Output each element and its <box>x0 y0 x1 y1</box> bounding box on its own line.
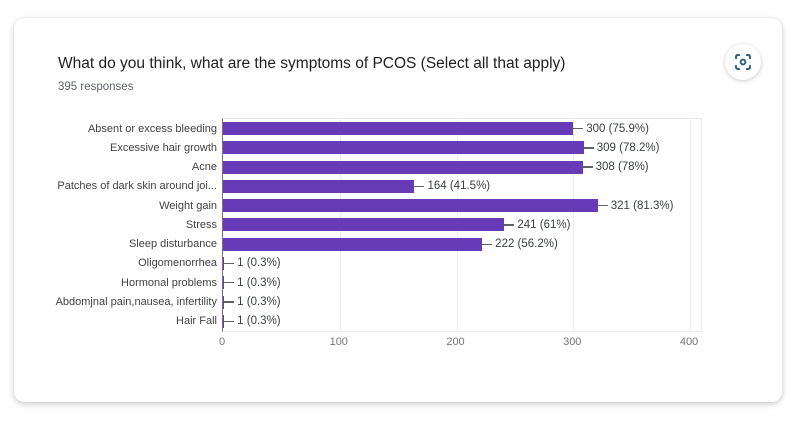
callout-line <box>414 185 425 188</box>
category-label: Sleep disturbance <box>128 238 217 251</box>
category-label: Abdomjnal pain,nausea, infertility <box>55 296 217 309</box>
callout-line <box>583 147 594 149</box>
response-card: What do you think, what are the symptoms… <box>14 18 782 402</box>
bar <box>223 160 583 174</box>
bar <box>223 199 598 213</box>
callout-line <box>504 224 515 226</box>
bar-row: Stress 241 (61%) <box>186 215 701 234</box>
x-tick-label: 400 <box>679 336 699 348</box>
value-callout: 309 (78.2%) <box>583 141 660 154</box>
value-callout: 321 (81.3%) <box>597 199 674 212</box>
callout-line <box>224 320 235 322</box>
callout-line <box>482 243 493 245</box>
bar-row: Hormonal problems 1 (0.3%) <box>121 273 701 292</box>
category-label: Hair Fall <box>176 315 217 328</box>
value-callout: 222 (56.2%) <box>482 238 558 250</box>
value-callout: 164 (41.5%) <box>414 180 490 192</box>
bar <box>223 237 483 251</box>
bar <box>223 256 225 270</box>
bar-row: Patches of dark skin around joi... 164 (4… <box>57 177 701 196</box>
bar-row: Absent or excess bleeding 300 (75.9%) <box>88 119 701 138</box>
x-tick-label: 0 <box>218 336 226 348</box>
value-callout: 1 (0.3%) <box>224 315 281 328</box>
value-label: 321 (81.3%) <box>610 199 674 212</box>
value-label: 241 (61%) <box>517 218 571 231</box>
callout-line <box>573 127 584 130</box>
category-label: Stress <box>185 218 217 231</box>
plot-area: Absent or excess bleeding 300 (75.9%) Exce… <box>56 119 701 331</box>
x-tick-label: 200 <box>446 336 465 348</box>
category-label: Excessive hair growth <box>110 141 217 154</box>
category-label: Weight gain <box>159 199 217 212</box>
bar <box>223 314 225 328</box>
value-callout: 1 (0.3%) <box>224 257 281 270</box>
value-label: 309 (78.2%) <box>596 141 660 154</box>
category-label: Patches of dark skin around joi... <box>57 180 217 193</box>
bar-row: Abdomjnal pain,nausea, infertility 1 (0.3… <box>56 292 701 311</box>
bar-row: Oligomenorrhea 1 (0.3%) <box>138 254 701 273</box>
response-count: 395 responses <box>58 81 134 93</box>
bar <box>223 276 225 290</box>
value-label: 164 (41.5%) <box>427 180 491 193</box>
value-label: 1 (0.3%) <box>237 257 281 270</box>
value-label: 1 (0.3%) <box>237 276 281 289</box>
callout-line <box>582 166 593 168</box>
value-callout: 300 (75.9%) <box>573 123 649 135</box>
callout-line <box>224 301 235 303</box>
question-title: What do you think, what are the symptoms… <box>58 55 566 72</box>
bar <box>223 179 415 193</box>
value-callout: 308 (78%) <box>582 161 649 174</box>
value-callout: 1 (0.3%) <box>224 276 281 289</box>
x-tick-label: 300 <box>563 336 582 348</box>
value-label: 300 (75.9%) <box>586 122 649 135</box>
scan-focus-icon <box>733 52 753 72</box>
value-label: 222 (56.2%) <box>495 238 558 251</box>
callout-line <box>224 262 235 265</box>
bar-row: Sleep disturbance 222 (56.2%) <box>129 235 701 254</box>
bar <box>223 141 584 155</box>
value-label: 1 (0.3%) <box>237 315 281 328</box>
x-tick-label: 100 <box>329 336 348 348</box>
visual-search-button[interactable] <box>725 44 761 80</box>
bar-row: Acne 308 (78%) <box>192 158 701 177</box>
gridline <box>573 119 575 331</box>
category-label: Acne <box>191 161 217 174</box>
x-axis: 0 100 200 300 400 <box>218 336 700 352</box>
bar-row: Hair Fall 1 (0.3%) <box>176 312 701 331</box>
callout-line <box>597 204 608 207</box>
gridline <box>690 119 691 331</box>
bar <box>223 218 505 232</box>
value-callout: 241 (61%) <box>504 219 570 231</box>
bar-row: Weight gain 321 (81.3%) <box>159 196 701 215</box>
bar-chart: Absent or excess bleeding 300 (75.9%) Exce… <box>56 118 702 332</box>
bar-row: Excessive hair growth 309 (78.2%) <box>110 138 701 157</box>
bar <box>223 122 574 136</box>
category-label: Hormonal problems <box>121 276 217 289</box>
callout-line <box>224 282 235 284</box>
value-label: 308 (78%) <box>595 161 649 174</box>
bar <box>223 295 225 309</box>
value-callout: 1 (0.3%) <box>224 296 281 309</box>
category-label: Absent or excess bleeding <box>87 122 217 135</box>
category-label: Oligomenorrhea <box>138 257 217 270</box>
value-label: 1 (0.3%) <box>237 296 281 309</box>
